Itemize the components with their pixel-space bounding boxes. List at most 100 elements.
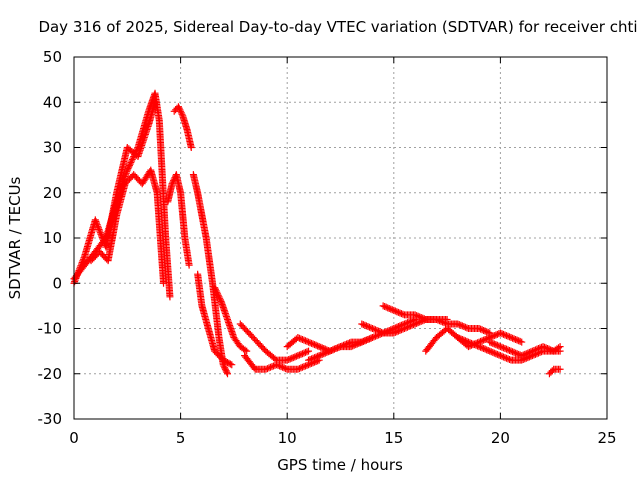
interpolated-point — [375, 327, 383, 335]
y-tick-label: 30 — [43, 139, 62, 157]
data-point — [283, 356, 291, 364]
interpolated-point — [484, 346, 492, 354]
data-point — [486, 338, 494, 346]
interpolated-point — [499, 330, 507, 338]
interpolated-point — [268, 363, 276, 371]
interpolated-point — [291, 353, 299, 361]
interpolated-point — [96, 227, 104, 235]
interpolated-point — [396, 309, 404, 317]
data-point — [556, 365, 564, 373]
interpolated-point — [317, 343, 325, 351]
interpolated-point — [98, 232, 106, 240]
interpolated-point — [79, 255, 87, 263]
interpolated-point — [509, 348, 517, 356]
interpolated-point — [542, 344, 550, 352]
interpolated-point — [94, 224, 102, 232]
interpolated-point — [175, 104, 183, 112]
interpolated-point — [312, 341, 320, 349]
interpolated-point — [554, 344, 562, 352]
interpolated-point — [524, 349, 532, 357]
interpolated-point — [269, 362, 277, 370]
interpolated-point — [502, 345, 510, 353]
interpolated-point — [295, 351, 303, 359]
interpolated-point — [493, 350, 501, 358]
data-point — [507, 347, 515, 355]
interpolated-point — [277, 363, 285, 371]
interpolated-point — [286, 355, 294, 363]
interpolated-point — [276, 362, 284, 370]
data-point — [390, 329, 398, 337]
interpolated-point — [362, 336, 370, 344]
interpolated-point — [365, 335, 373, 343]
interpolated-point — [513, 350, 521, 358]
interpolated-point — [414, 319, 422, 327]
interpolated-point — [311, 354, 319, 362]
interpolated-point — [295, 365, 303, 373]
interpolated-point — [499, 344, 507, 352]
interpolated-point — [300, 336, 308, 344]
interpolated-point — [541, 343, 549, 351]
interpolated-point — [376, 328, 384, 336]
interpolated-point — [349, 342, 357, 350]
interpolated-point — [226, 360, 234, 368]
data-point — [347, 343, 355, 351]
interpolated-point — [94, 222, 102, 230]
interpolated-point — [378, 328, 386, 336]
data-point — [390, 306, 398, 314]
interpolated-point — [263, 365, 271, 373]
interpolated-point — [434, 316, 442, 324]
interpolated-point — [399, 325, 407, 333]
interpolated-point — [397, 326, 405, 334]
data-point — [160, 279, 168, 287]
interpolated-point — [533, 345, 541, 353]
interpolated-point — [458, 322, 466, 330]
interpolated-point — [510, 348, 518, 356]
interpolated-point — [300, 349, 308, 357]
interpolated-point — [330, 345, 338, 353]
interpolated-point — [490, 349, 498, 357]
interpolated-point — [177, 107, 185, 115]
interpolated-point — [481, 345, 489, 353]
interpolated-point — [211, 285, 219, 293]
interpolated-point — [460, 323, 468, 331]
interpolated-point — [216, 294, 224, 302]
y-tick-label: 20 — [43, 184, 62, 202]
interpolated-point — [364, 335, 372, 343]
interpolated-point — [303, 348, 311, 356]
interpolated-point — [126, 160, 134, 168]
interpolated-point — [362, 322, 370, 330]
interpolated-point — [220, 362, 228, 370]
x-tick-label: 0 — [69, 429, 79, 447]
interpolated-point — [280, 364, 288, 372]
interpolated-point — [350, 341, 358, 349]
interpolated-point — [353, 340, 361, 348]
grid — [74, 57, 607, 419]
y-tick-label: 50 — [43, 48, 62, 66]
interpolated-point — [493, 330, 501, 338]
interpolated-point — [477, 343, 485, 351]
interpolated-point — [282, 365, 290, 373]
interpolated-point — [266, 363, 274, 371]
interpolated-point — [477, 325, 485, 333]
data-point — [326, 347, 334, 355]
x-tick-label: 10 — [278, 429, 297, 447]
interpolated-point — [545, 345, 553, 353]
interpolated-point — [498, 330, 506, 338]
interpolated-point — [457, 321, 465, 329]
interpolated-point — [512, 349, 520, 357]
interpolated-point — [490, 340, 498, 348]
interpolated-point — [461, 323, 469, 331]
interpolated-point — [297, 350, 305, 358]
interpolated-point — [73, 271, 81, 279]
interpolated-point — [499, 353, 507, 361]
interpolated-point — [536, 344, 544, 352]
interpolated-point — [502, 332, 510, 340]
data-point — [411, 311, 419, 319]
interpolated-point — [531, 346, 539, 354]
interpolated-point — [480, 336, 488, 344]
data-point — [174, 103, 182, 111]
data-point — [305, 347, 313, 355]
interpolated-point — [478, 337, 486, 345]
interpolated-point — [301, 362, 309, 370]
